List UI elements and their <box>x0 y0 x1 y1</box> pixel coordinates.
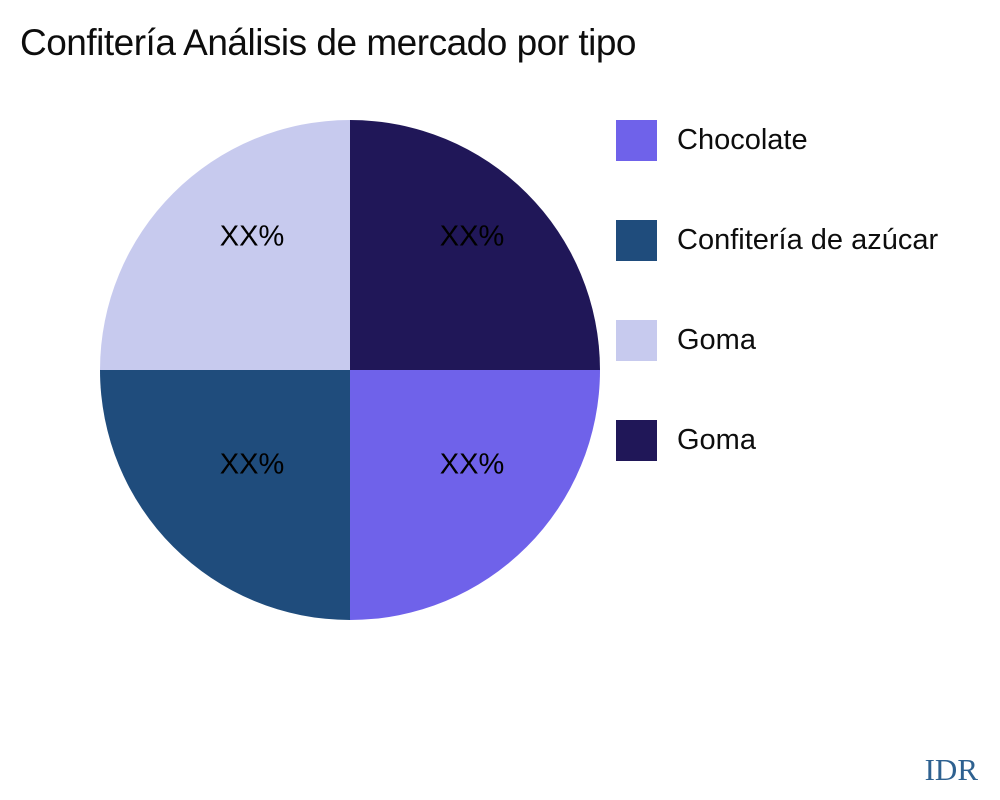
legend-item-goma-navy: Goma <box>616 420 938 461</box>
legend-label-chocolate: Chocolate <box>677 124 808 156</box>
legend-swatch-confiteria-de-azucar <box>616 220 657 261</box>
legend-item-confiteria-de-azucar: Confitería de azúcar <box>616 220 938 261</box>
legend-label-goma-navy: Goma <box>677 424 756 456</box>
slice-label-confiteria-de-azucar: XX% <box>219 448 285 481</box>
legend-label-confiteria-de-azucar: Confitería de azúcar <box>677 224 939 256</box>
slice-label-goma-navy: XX% <box>439 220 505 253</box>
legend-swatch-goma-lavender <box>616 320 657 361</box>
legend-swatch-chocolate <box>616 120 657 161</box>
legend: Chocolate Confitería de azúcar Goma Goma <box>616 120 938 520</box>
legend-item-goma-lavender: Goma <box>616 320 938 361</box>
slice-label-goma-lavender: XX% <box>219 220 285 253</box>
watermark-idr: IDR <box>924 752 978 787</box>
pie-chart: XX% XX% XX% XX% <box>100 120 600 620</box>
legend-item-chocolate: Chocolate <box>616 120 938 161</box>
legend-swatch-goma-navy <box>616 420 657 461</box>
slice-label-chocolate: XX% <box>439 448 505 481</box>
legend-label-goma-lavender: Goma <box>677 324 756 356</box>
chart-title: Confitería Análisis de mercado por tipo <box>20 22 637 63</box>
